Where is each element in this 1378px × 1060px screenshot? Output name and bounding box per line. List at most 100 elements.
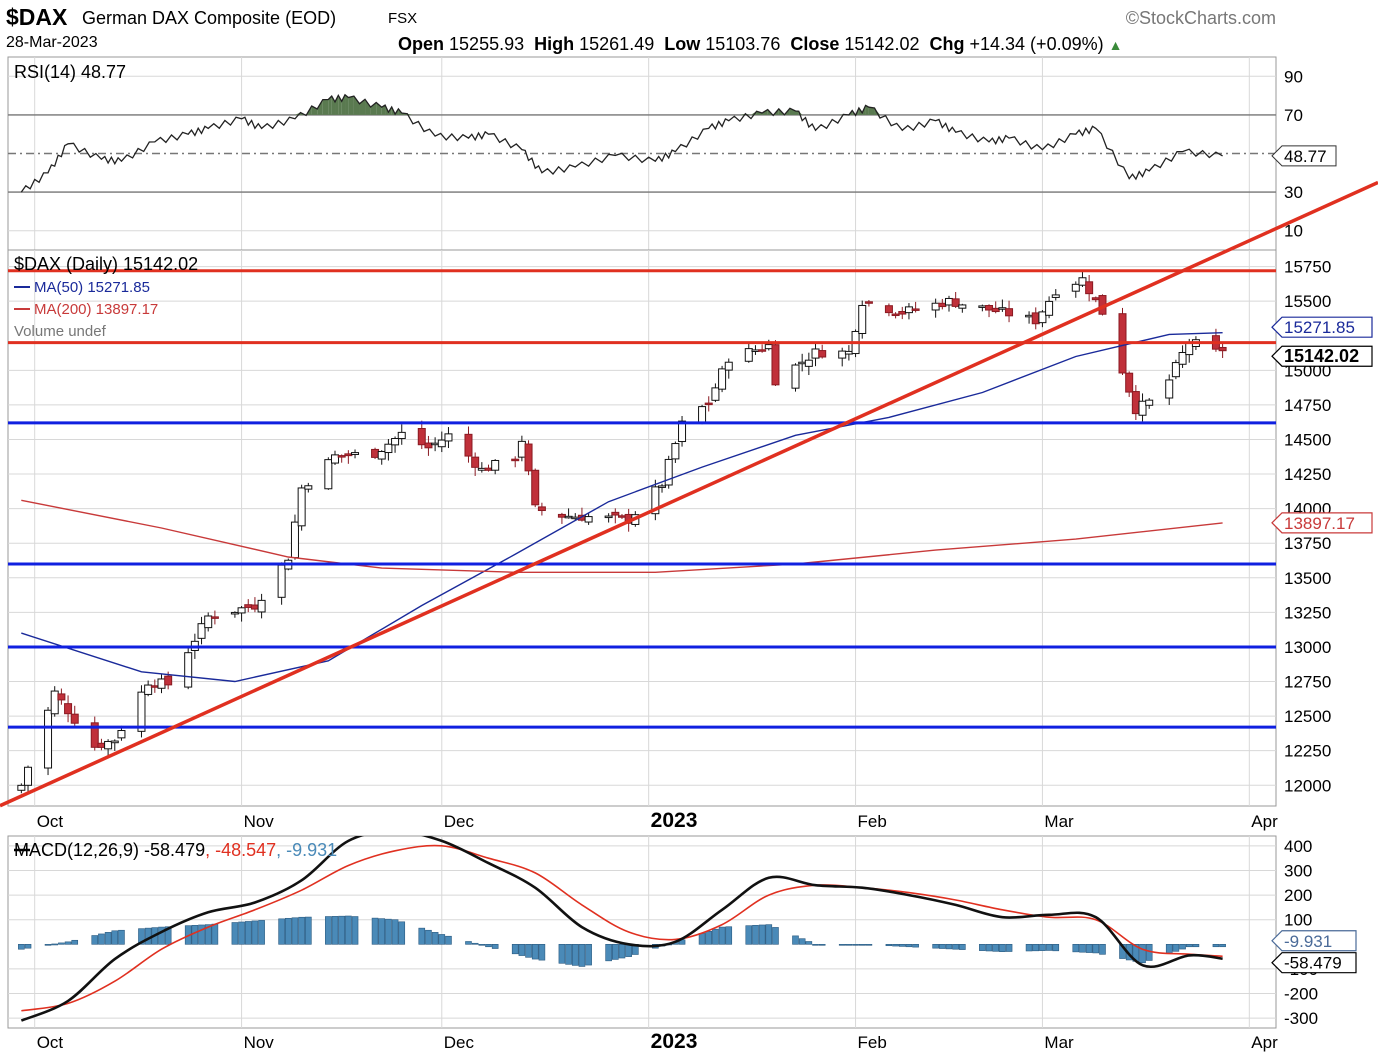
- macd-histogram-bar: [565, 944, 572, 965]
- candle-up: [377, 451, 386, 460]
- candle-down: [704, 402, 713, 406]
- macd-xtick-Dec: Dec: [444, 1033, 475, 1052]
- macd-histogram-bar: [718, 926, 726, 945]
- candle-up: [324, 459, 333, 490]
- macd-hist-value-label: -9.931: [1284, 932, 1332, 951]
- macd-histogram-bar: [518, 944, 526, 956]
- macd-value-tag: [1271, 952, 1357, 974]
- candle-up: [1045, 300, 1054, 316]
- price-ytick-label: 12750: [1284, 673, 1331, 692]
- candle-down: [991, 307, 1000, 313]
- macd-histogram-bar: [758, 924, 766, 945]
- candle-up: [978, 305, 987, 308]
- volume-legend: Volume undef: [14, 323, 107, 340]
- candle-up: [117, 730, 126, 739]
- rsi-overbought-fill: [865, 105, 869, 115]
- price-ytick-label: 12000: [1284, 776, 1331, 795]
- rsi-overbought-fill: [353, 96, 360, 115]
- price-ytick-label: 15750: [1284, 258, 1331, 277]
- macd-histogram-bar: [852, 944, 859, 946]
- candle-down: [898, 311, 907, 315]
- candle-down: [150, 685, 159, 688]
- rsi-overbought-fill: [795, 111, 799, 115]
- macd-histogram-bar: [144, 927, 152, 945]
- candle-up: [444, 433, 453, 442]
- macd-legend: MACD(12,26,9) -58.479, -48.547, -9.931: [14, 840, 337, 860]
- candle-up: [711, 387, 720, 401]
- candle-up: [724, 361, 733, 371]
- macd-histogram-bar: [1185, 944, 1193, 948]
- candle-up: [798, 361, 807, 365]
- rsi-overbought-fill: [335, 95, 339, 115]
- candle-down: [210, 616, 219, 619]
- candle-down: [471, 456, 480, 468]
- candle-down: [531, 469, 540, 506]
- macd-histogram-bar: [1092, 944, 1100, 954]
- price-xtick-Nov: Nov: [244, 812, 275, 831]
- up-arrow-icon: ▲: [1108, 37, 1123, 53]
- candle-up: [584, 516, 593, 523]
- price-xtick-Feb: Feb: [858, 812, 887, 831]
- candle-up: [1165, 379, 1174, 399]
- macd-histogram-bar: [939, 944, 946, 949]
- rsi-line: [20, 93, 1223, 193]
- candle-up: [1185, 341, 1194, 356]
- open-label: Open: [398, 34, 445, 54]
- candle-up: [804, 359, 813, 367]
- candle-down: [511, 458, 520, 462]
- candle-up: [351, 452, 360, 455]
- candle-down: [1131, 391, 1140, 415]
- macd-hist-value-tag: [1271, 930, 1357, 952]
- candle-down: [611, 511, 620, 516]
- candle-up: [491, 459, 500, 471]
- ma200-value-tag: [1271, 512, 1373, 534]
- candle-down: [97, 742, 106, 748]
- macd-histogram-bar: [1219, 944, 1226, 948]
- candle-up: [651, 486, 660, 515]
- price-ytick-label: 13000: [1284, 638, 1331, 657]
- macd-histogram-bar: [1005, 944, 1013, 952]
- macd-histogram-bar: [712, 928, 719, 945]
- candle-up: [838, 350, 847, 359]
- candle-up: [257, 599, 266, 613]
- candle-down: [771, 344, 780, 386]
- ohlc-summary: Open 15255.93 High 15261.49 Low 15103.76…: [398, 34, 1122, 55]
- macd-histogram-bar: [71, 939, 79, 945]
- candle-up: [678, 420, 687, 443]
- candle-up: [237, 607, 246, 614]
- candle-down: [557, 513, 566, 518]
- rsi-ytick-label: 90: [1284, 67, 1303, 86]
- macd-histogram-bar: [765, 924, 773, 945]
- macd-histogram-bar: [258, 920, 265, 945]
- candle-up: [664, 458, 673, 486]
- macd-histogram-bar: [625, 944, 632, 957]
- macd-histogram-bar: [985, 944, 993, 952]
- candle-up: [791, 364, 800, 389]
- rsi-overbought-fill: [874, 107, 881, 115]
- price-xtick-Mar: Mar: [1044, 812, 1074, 831]
- ma50-value-tag: [1271, 316, 1373, 338]
- candle-up: [858, 304, 867, 334]
- price-ytick-label: 13250: [1284, 603, 1331, 622]
- quote-date: 28-Mar-2023: [6, 34, 98, 51]
- candle-down: [244, 604, 253, 608]
- price-xtick-Dec: Dec: [444, 812, 475, 831]
- macd-histogram-bar: [58, 942, 65, 945]
- rsi-value-tag: [1271, 145, 1337, 167]
- candle-up: [718, 368, 727, 390]
- price-ytick-label: 12500: [1284, 707, 1331, 726]
- candle-down: [464, 433, 473, 457]
- candle-down: [758, 349, 767, 352]
- macd-histogram-bar: [772, 927, 779, 945]
- macd-histogram-bar: [425, 929, 432, 945]
- macd-histogram-bar: [898, 944, 906, 947]
- ma50-legend: MA(50) 15271.85: [34, 279, 150, 296]
- last-close-value-tag: [1271, 345, 1373, 367]
- candle-up: [564, 515, 573, 519]
- candle-down: [70, 713, 79, 724]
- candle-down: [337, 455, 346, 458]
- macd-histogram-bar: [284, 917, 292, 945]
- candle-down: [424, 442, 433, 449]
- macd-histogram-bar: [398, 921, 406, 945]
